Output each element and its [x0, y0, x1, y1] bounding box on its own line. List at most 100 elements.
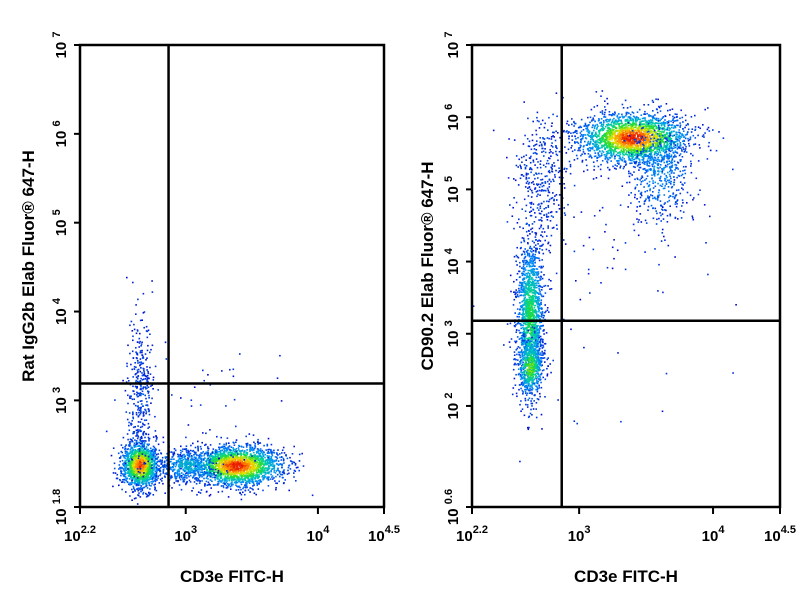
event-dot: [146, 366, 148, 368]
event-dot: [234, 473, 236, 475]
event-dot: [213, 474, 216, 476]
event-dot: [241, 478, 244, 481]
event-dot: [271, 454, 274, 457]
event-dot: [136, 488, 138, 490]
event-dot: [215, 459, 218, 462]
event-dot: [246, 468, 248, 470]
event-dot: [223, 473, 225, 475]
event-dot: [148, 484, 151, 487]
event-dot: [171, 466, 174, 469]
event-dot: [190, 471, 193, 474]
event-dot: [138, 492, 140, 494]
event-dot: [233, 457, 236, 460]
event-dot: [132, 412, 134, 415]
event-dot: [131, 350, 134, 353]
event-dot: [246, 482, 248, 484]
event-dot: [220, 465, 223, 467]
event-dot: [232, 456, 234, 458]
event-dot: [143, 443, 145, 446]
event-dot: [228, 445, 231, 447]
event-dot: [235, 425, 237, 428]
event-dot: [281, 466, 283, 469]
event-dot: [139, 487, 142, 489]
event-dot: [679, 125, 681, 128]
event-dot: [226, 462, 229, 464]
event-dot: [269, 451, 271, 454]
event-dot: [195, 456, 197, 459]
event-dot: [245, 463, 248, 465]
event-dot: [143, 424, 146, 426]
event-dot: [122, 436, 125, 439]
event-dot: [155, 449, 157, 451]
event-dot: [131, 470, 134, 473]
event-dot: [250, 473, 253, 475]
event-dot: [174, 475, 176, 478]
event-dot: [643, 161, 646, 163]
event-dot: [251, 477, 253, 480]
event-dot: [126, 453, 129, 456]
event-dot: [120, 468, 122, 470]
event-dot: [177, 473, 180, 475]
event-dot: [211, 473, 214, 475]
event-dot: [166, 459, 169, 461]
event-dot: [144, 456, 146, 459]
event-dot: [262, 463, 264, 465]
event-dot: [244, 468, 246, 471]
event-dot: [640, 126, 643, 129]
event-dot: [187, 470, 189, 473]
event-dot: [129, 495, 131, 497]
event-dot: [152, 448, 155, 451]
event-dot: [137, 482, 140, 484]
event-dot: [234, 463, 236, 466]
event-dot: [229, 449, 231, 452]
event-dot: [618, 125, 620, 127]
event-dot: [140, 361, 142, 363]
event-dot: [223, 453, 226, 455]
event-dot: [199, 473, 201, 476]
event-dot: [142, 465, 144, 467]
event-dot: [159, 467, 162, 469]
event-dot: [137, 458, 140, 461]
event-dot: [234, 468, 236, 470]
event-dot: [180, 475, 183, 477]
event-dot: [138, 448, 141, 450]
event-dot: [151, 473, 154, 476]
event-dot: [223, 455, 225, 458]
event-dot: [220, 475, 222, 477]
event-dot: [248, 479, 250, 482]
event-dot: [162, 464, 164, 467]
event-dot: [133, 468, 135, 470]
event-dot: [681, 133, 683, 135]
y-tick-label: 10 5: [51, 209, 70, 236]
event-dot: [134, 483, 136, 485]
event-dot: [654, 133, 657, 135]
event-dot: [268, 471, 271, 473]
event-dot: [142, 481, 145, 483]
event-dot: [151, 457, 153, 459]
event-dot: [290, 460, 293, 463]
event-dot: [132, 385, 134, 388]
event-dot: [253, 441, 255, 444]
event-dot: [179, 461, 181, 463]
event-dot: [254, 456, 257, 458]
event-dot: [681, 116, 684, 119]
event-dot: [157, 443, 160, 446]
event-dot: [142, 387, 144, 390]
event-dot: [279, 354, 281, 357]
event-dot: [131, 462, 134, 464]
event-dot: [260, 480, 262, 482]
event-dot: [208, 474, 210, 476]
event-dot: [227, 467, 229, 470]
event-dot: [217, 456, 220, 459]
event-dot: [142, 440, 145, 442]
event-dot: [214, 455, 217, 458]
event-dot: [237, 472, 239, 475]
event-dot: [263, 471, 265, 474]
event-dot: [240, 450, 243, 452]
event-dot: [250, 446, 252, 448]
event-dot: [254, 457, 256, 460]
event-dot: [176, 471, 178, 474]
event-dot: [256, 463, 258, 466]
event-dot: [236, 469, 238, 471]
event-dot: [256, 461, 259, 464]
